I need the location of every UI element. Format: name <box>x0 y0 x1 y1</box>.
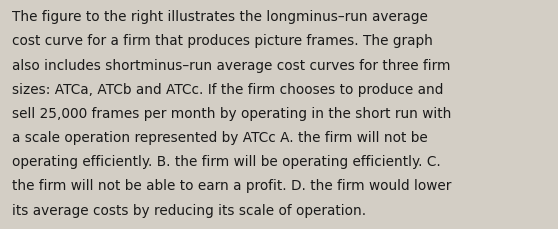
Text: its average costs by reducing its scale of operation.: its average costs by reducing its scale … <box>12 203 367 217</box>
Text: a scale operation represented by ATCc A. the firm will not be: a scale operation represented by ATCc A.… <box>12 131 428 144</box>
Text: sizes: ATCa, ATCb and ATCc. If the firm chooses to produce and: sizes: ATCa, ATCb and ATCc. If the firm … <box>12 82 444 96</box>
Text: the firm will not be able to earn a profit. D. the firm would lower: the firm will not be able to earn a prof… <box>12 179 451 193</box>
Text: operating efficiently. B. the firm will be operating efficiently. C.: operating efficiently. B. the firm will … <box>12 155 441 169</box>
Text: sell 25,000 frames per month by operating in the short run with: sell 25,000 frames per month by operatin… <box>12 106 451 120</box>
Text: cost curve for a firm that produces picture frames. The graph: cost curve for a firm that produces pict… <box>12 34 433 48</box>
Text: also includes shortminus–run average cost curves for three firm: also includes shortminus–run average cos… <box>12 58 451 72</box>
Text: The figure to the right illustrates the longminus–run average: The figure to the right illustrates the … <box>12 10 428 24</box>
